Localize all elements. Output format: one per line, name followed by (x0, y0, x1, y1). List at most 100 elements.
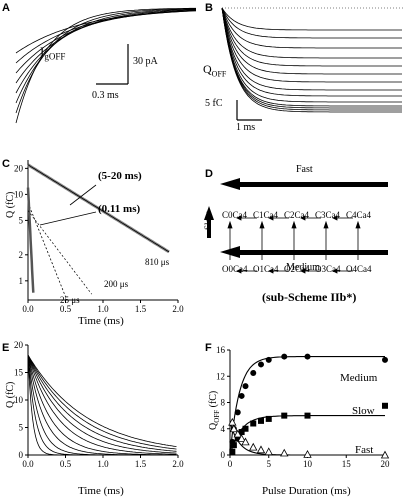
panel-d-slow-label: Slow (203, 211, 213, 230)
panel-b-scale-y: 5 fC (205, 98, 223, 109)
top-state: C2Ca4 (284, 210, 310, 220)
y-tick-label: 16 (216, 345, 226, 355)
panel-b-trace (221, 7, 402, 59)
medium-point (250, 369, 257, 376)
y-tick-label: 20 (14, 163, 24, 173)
panel-label-d: D (205, 168, 213, 180)
panel-f-series-fast: Fast (355, 444, 374, 456)
panel-b-trace (221, 7, 402, 97)
y-tick-label: 12 (216, 371, 225, 381)
arrowhead (227, 220, 233, 229)
panel-d-fast-label: Fast (296, 164, 313, 175)
medium-point (304, 353, 311, 360)
arrowhead (291, 220, 297, 229)
y-tick-label: 5 (19, 423, 24, 433)
panel-b-trace (221, 7, 402, 111)
panel-b-trace (221, 7, 402, 113)
arrowhead (236, 215, 242, 221)
panel-c-200us (27, 202, 66, 297)
x-tick-label: 15 (342, 459, 352, 469)
arrowhead (355, 220, 361, 229)
panel-b-trace (221, 7, 402, 67)
x-tick-label: 0 (228, 459, 233, 469)
y-tick-label: 1 (19, 276, 24, 286)
panel-a-trace (15, 10, 197, 54)
panel-f-xlabel: Pulse Duration (ms) (262, 485, 351, 497)
top-state: C3Ca4 (315, 210, 341, 220)
x-tick-label: 10 (303, 459, 313, 469)
panel-a-traces (15, 7, 197, 124)
y-tick-label: 10 (14, 189, 24, 199)
panel-c-annot-200: 200 μs (104, 279, 129, 289)
arrowhead (323, 220, 329, 229)
panel-a-trace (15, 7, 196, 124)
panel-b-trace (221, 7, 402, 103)
arrowhead (259, 220, 265, 229)
y-tick-label: 20 (14, 340, 24, 350)
panel-c-dashed (27, 210, 93, 295)
slow-point (265, 415, 272, 422)
slow-point (250, 420, 257, 427)
panel-e-trace (27, 354, 177, 456)
panel-label-e: E (2, 342, 10, 354)
panel-e-chart: 0.0 0.5 1.0 1.5 2.0 0 5 10 15 20 (14, 340, 184, 469)
x-tick-label: 0.5 (60, 304, 72, 314)
panel-label-f: F (205, 342, 212, 354)
slow-point (230, 442, 237, 449)
panel-b-trace (221, 7, 402, 31)
panel-e-trace (27, 354, 177, 456)
x-tick-label: 1.5 (135, 304, 147, 314)
arrowhead (300, 215, 306, 221)
medium-point (258, 361, 264, 368)
panel-e-trace (27, 354, 177, 456)
slow-point (234, 435, 241, 442)
panel-b-trace (221, 7, 402, 39)
panel-b-trace (221, 7, 402, 107)
panel-label-c: C (2, 158, 10, 170)
slow-point (229, 448, 236, 455)
panel-e-trace (27, 354, 177, 450)
y-tick-label: 0 (19, 450, 24, 460)
panel-e-trace (27, 354, 177, 456)
panel-d-caption: (sub-Scheme IIb*) (262, 290, 357, 304)
y-tick-label: 4 (221, 424, 226, 434)
fast-point (237, 434, 246, 442)
panel-f-series-slow: Slow (352, 405, 375, 417)
panel-c-25us (26, 187, 35, 293)
panel-c-xlabel: Time (ms) (78, 315, 124, 327)
bottom-state: O2Ca4 (284, 264, 310, 274)
medium-point (281, 353, 288, 360)
slow-point (304, 412, 311, 419)
fast-point (280, 448, 289, 457)
x-tick-label: 1.0 (97, 304, 109, 314)
panel-e-xlabel: Time (ms) (78, 485, 124, 497)
arrowhead (300, 268, 306, 274)
x-tick-label: 0.5 (60, 459, 72, 469)
panel-c-annot-810: 810 μs (145, 257, 170, 267)
panel-c-annot-fast: (0.11 ms) (98, 203, 141, 215)
panel-b-trace (221, 7, 402, 83)
panel-b-trace (221, 7, 402, 49)
medium-point (238, 392, 245, 399)
slow-point (382, 402, 388, 409)
panel-d-scheme (204, 178, 388, 274)
fast-point (233, 429, 242, 438)
x-tick-label: 2.0 (172, 459, 184, 469)
y-tick-label: 8 (221, 398, 226, 408)
slow-point (242, 425, 249, 432)
panel-b-trace (221, 7, 402, 75)
x-tick-label: 20 (381, 459, 391, 469)
fast-point (228, 417, 237, 426)
fast-point (264, 447, 273, 456)
panel-d-medium-label: Medium (286, 262, 320, 273)
panel-a-ylabel: IgOFF (40, 44, 66, 62)
bottom-state: O0Ca4 (222, 264, 248, 274)
x-tick-label: 5 (267, 459, 272, 469)
arrowhead (268, 215, 274, 221)
y-tick-label: 10 (14, 395, 24, 405)
panel-e-trace (27, 354, 177, 452)
panel-a-scale-y: 30 pA (133, 56, 158, 67)
panel-b-trace (221, 7, 402, 91)
fast-point (249, 442, 258, 451)
x-tick-label: 1.0 (97, 459, 109, 469)
